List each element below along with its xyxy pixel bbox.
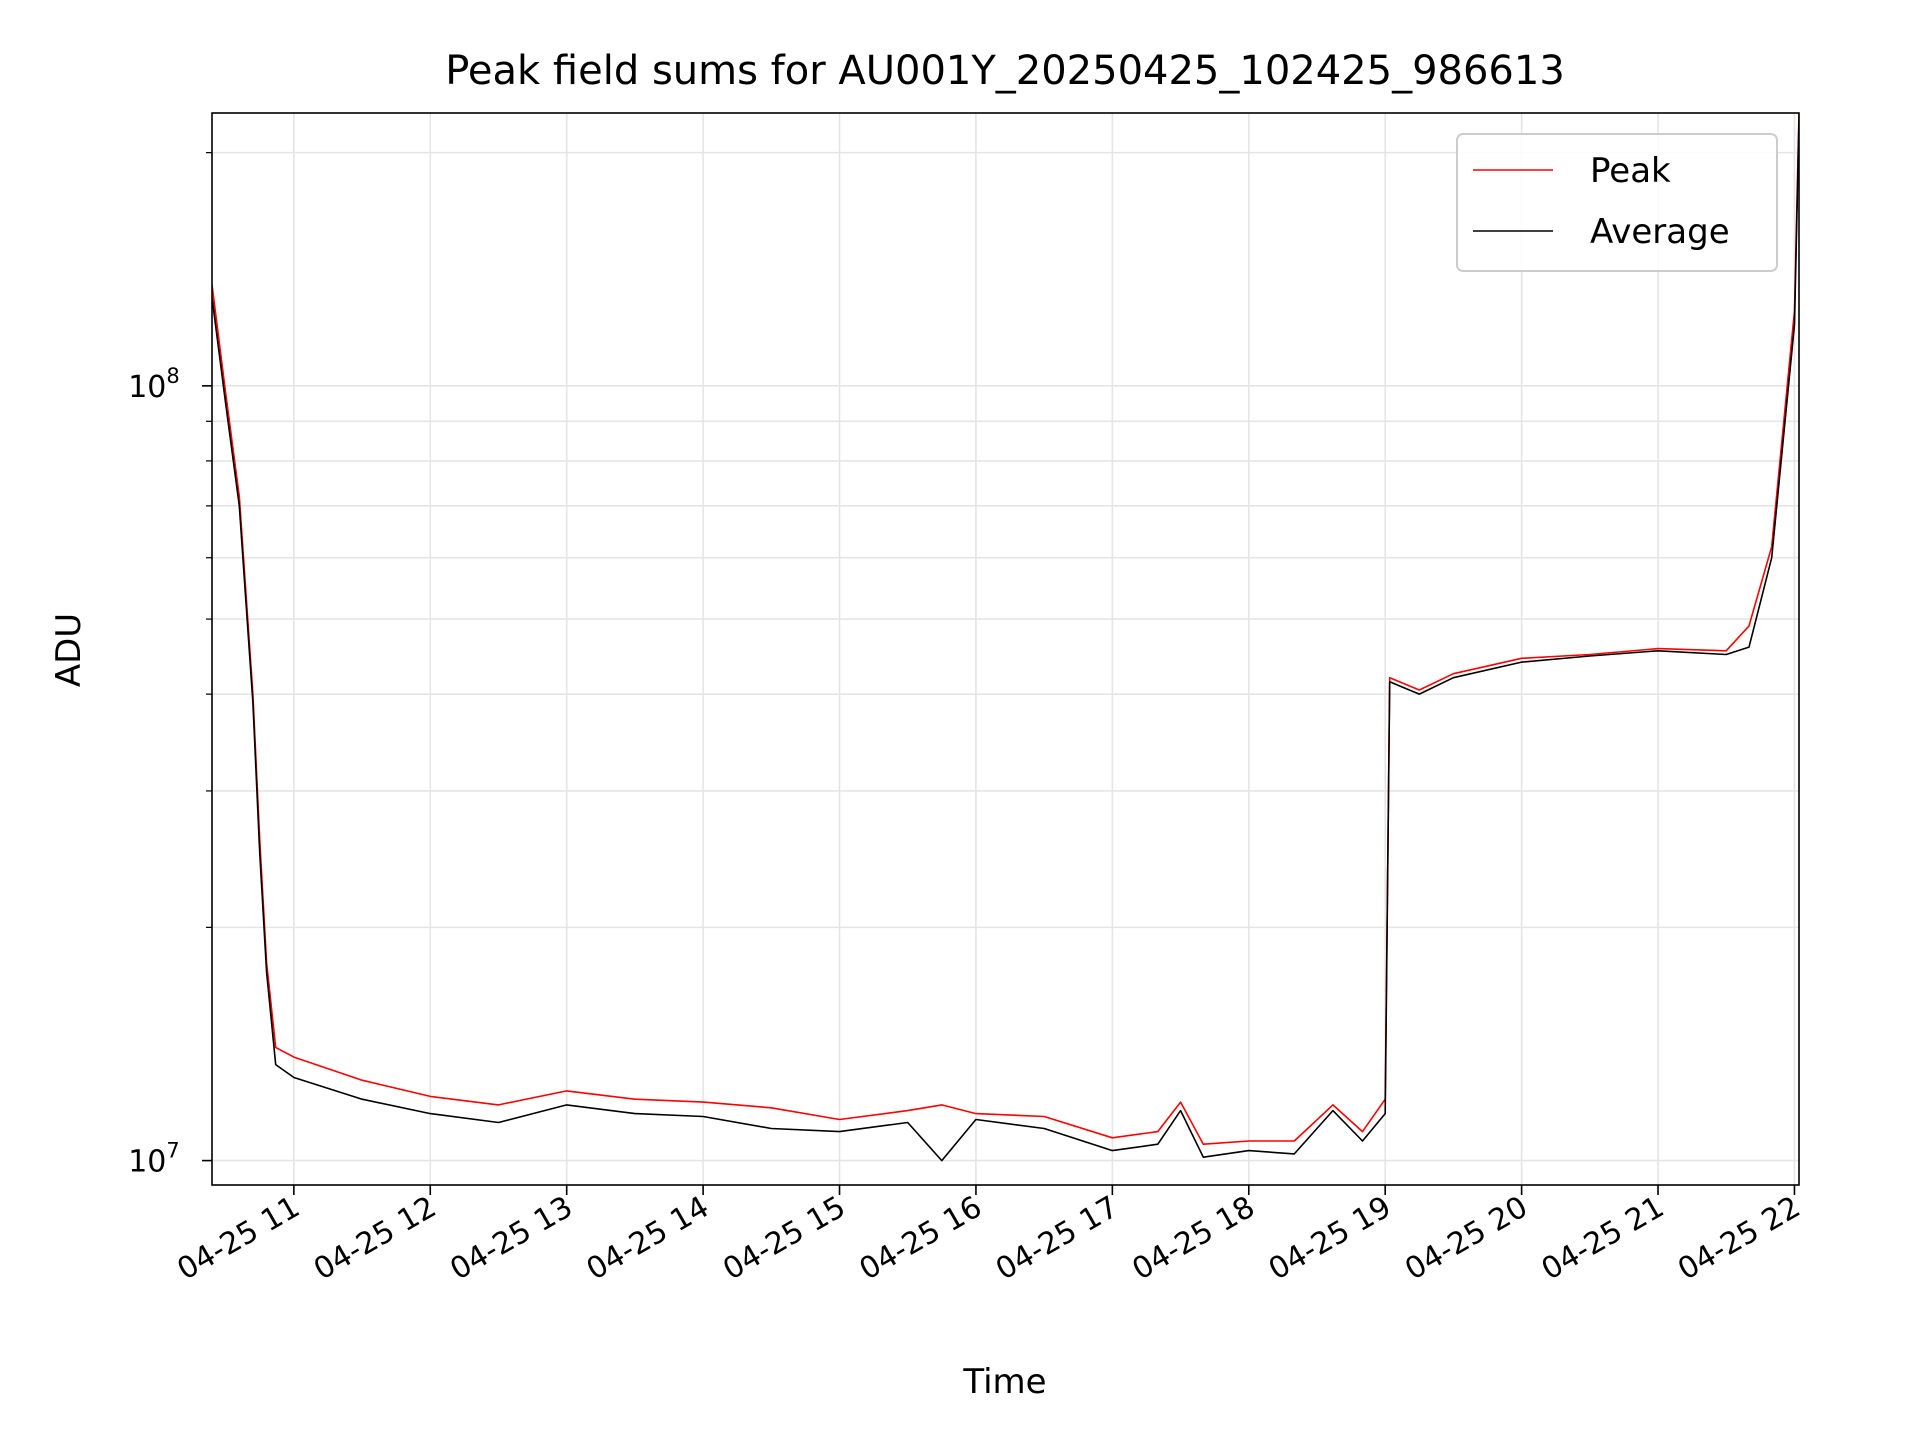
plot-frame [211,112,1800,1186]
legend: Peak Average [1456,133,1778,272]
x-axis-label: Time [962,1362,1046,1402]
series-line-peak [212,113,1799,1145]
y-tick-label: 107 [128,1139,180,1180]
chart-title: Peak field sums for AU001Y_20250425_1024… [445,48,1565,94]
y-tick-label-exponent: 7 [166,1139,179,1163]
series-line-average [212,120,1799,1162]
y-tick-label-base: 10 [128,370,166,405]
legend-peak-label: Peak [1590,151,1671,191]
legend-box [1456,133,1778,272]
y-tick-label: 108 [128,364,180,405]
y-tick-label-base: 10 [128,1145,166,1180]
y-tick-label-exponent: 8 [166,364,179,388]
legend-average-label: Average [1590,212,1730,252]
y-axis-label: ADU [49,613,89,687]
series-lines [212,113,1799,1162]
